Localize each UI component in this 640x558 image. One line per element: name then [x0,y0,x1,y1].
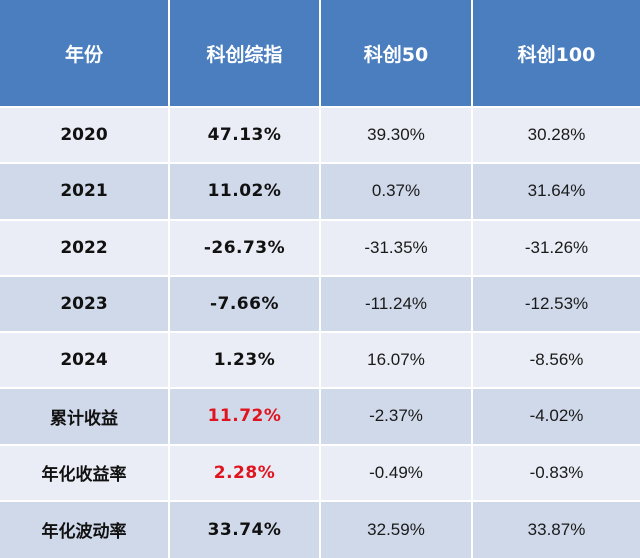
row-label: 年化收益率 [0,445,170,502]
table-row: 2024 1.23% 16.07% -8.56% [0,333,640,390]
table-row: 累计收益 11.72% -2.37% -4.02% [0,389,640,446]
star-100-value: 31.64% [473,164,640,221]
row-label: 2024 [0,333,170,390]
star-50-value: -0.49% [321,445,473,502]
row-label: 2023 [0,276,170,333]
star-100-value: -0.83% [473,445,640,502]
header-star-composite: 科创综指 [170,0,321,108]
table-row: 2022 -26.73% -31.35% -31.26% [0,220,640,277]
table-row: 2020 47.13% 39.30% 30.28% [0,108,640,165]
star-50-value: 0.37% [321,164,473,221]
star-composite-value: -7.66% [170,276,321,333]
star-100-value: 33.87% [473,501,640,558]
star-100-value: -4.02% [473,389,640,446]
star-100-value: -12.53% [473,276,640,333]
star-composite-value: 11.72% [170,389,321,446]
star-100-value: 30.28% [473,108,640,165]
table-body: 2020 47.13% 39.30% 30.28% 2021 11.02% 0.37% 31.… [0,108,640,558]
row-label: 年化波动率 [0,501,170,558]
row-label: 累计收益 [0,389,170,446]
star-50-value: 32.59% [321,501,473,558]
star-composite-value: 2.28% [170,445,321,502]
table-row: 2023 -7.66% -11.24% -12.53% [0,276,640,333]
row-label: 2022 [0,220,170,277]
star-50-value: 16.07% [321,333,473,390]
star-composite-value: 47.13% [170,108,321,165]
star-composite-value: 33.74% [170,501,321,558]
table-header: 年份 科创综指 科创50 科创100 [0,0,640,108]
table-row: 2021 11.02% 0.37% 31.64% [0,164,640,221]
row-label: 2021 [0,164,170,221]
header-row: 年份 科创综指 科创50 科创100 [0,0,640,108]
header-year: 年份 [0,0,170,108]
star-100-value: -31.26% [473,220,640,277]
star-50-value: -31.35% [321,220,473,277]
header-star-100: 科创100 [473,0,640,108]
star-100-value: -8.56% [473,333,640,390]
star-50-value: -11.24% [321,276,473,333]
star-50-value: -2.37% [321,389,473,446]
table-row: 年化收益率 2.28% -0.49% -0.83% [0,445,640,502]
header-star-50: 科创50 [321,0,473,108]
star-composite-value: -26.73% [170,220,321,277]
star-composite-value: 1.23% [170,333,321,390]
table-row: 年化波动率 33.74% 32.59% 33.87% [0,501,640,558]
star-composite-value: 11.02% [170,164,321,221]
row-label: 2020 [0,108,170,165]
star-50-value: 39.30% [321,108,473,165]
